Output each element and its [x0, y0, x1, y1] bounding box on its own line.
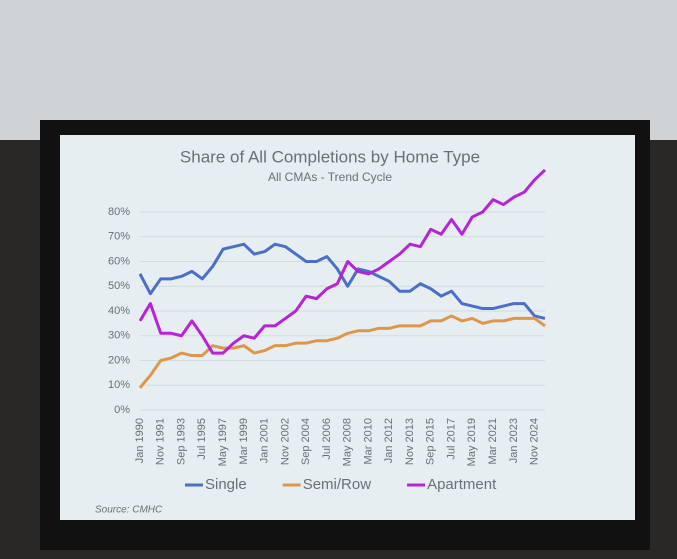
x-tick-label: Jul 1995	[196, 418, 208, 460]
screen	[60, 135, 635, 520]
x-tick-label: Sep 2015	[425, 418, 437, 465]
y-tick-label: 40%	[108, 305, 130, 317]
x-tick-label: Jul 2006	[321, 418, 333, 460]
x-tick-label: Jan 2012	[383, 418, 395, 463]
chart-subtitle: All CMAs - Trend Cycle	[268, 170, 392, 184]
legend-label: Semi/Row	[303, 476, 372, 493]
legend-label: Apartment	[427, 476, 497, 493]
x-tick-label: Mar 2010	[362, 418, 374, 464]
x-tick-label: Nov 1991	[155, 418, 167, 465]
x-tick-label: May 2019	[466, 418, 478, 466]
x-tick-label: Jan 2023	[508, 418, 520, 463]
chart-title: Share of All Completions by Home Type	[180, 147, 480, 166]
y-tick-label: 80%	[108, 206, 130, 218]
y-tick-label: 0%	[114, 404, 130, 416]
series-line	[138, 314, 546, 389]
x-tick-label: Nov 2013	[404, 418, 416, 465]
y-tick-label: 20%	[108, 354, 130, 366]
legend-label: Single	[205, 476, 247, 493]
y-tick-label: 50%	[108, 280, 130, 292]
x-tick-label: Jan 2001	[259, 418, 271, 463]
x-tick-label: May 2008	[342, 418, 354, 466]
x-tick-label: Mar 1999	[238, 418, 250, 464]
y-tick-label: 60%	[108, 255, 130, 267]
x-tick-label: Nov 2002	[279, 418, 291, 465]
y-tick-label: 10%	[108, 379, 130, 391]
x-tick-label: Mar 2021	[487, 418, 499, 464]
x-tick-label: Nov 2024	[529, 418, 541, 465]
y-tick-label: 30%	[108, 330, 130, 342]
x-tick-label: May 1997	[217, 418, 229, 466]
x-tick-label: Sep 1993	[175, 418, 187, 465]
source: Source: CMHC	[95, 505, 163, 516]
y-tick-label: 70%	[108, 231, 130, 243]
series-line	[138, 242, 546, 320]
x-tick-label: Jan 1990	[134, 418, 146, 463]
x-tick-label: Jul 2017	[445, 418, 457, 460]
ceiling	[0, 0, 677, 140]
series-line	[138, 168, 547, 355]
x-tick-label: Sep 2004	[300, 418, 312, 465]
